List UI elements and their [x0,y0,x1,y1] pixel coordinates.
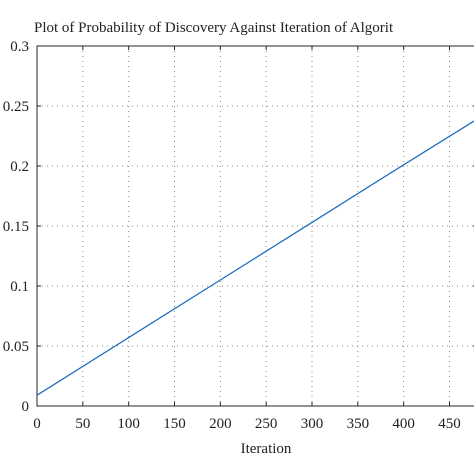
y-tick-label: 0.15 [3,219,29,235]
x-tick-label: 250 [255,416,278,432]
grid-lines [37,46,474,406]
y-tick-label: 0.3 [10,39,29,55]
tick-labels: 0 50 100 150 200 250 300 350 400 450 0 0.05 0.1 0.15 0… [3,39,461,432]
x-tick-label: 400 [392,416,415,432]
y-tick-label: 0.05 [3,339,29,355]
x-tick-label: 300 [301,416,324,432]
series-layer [36,120,474,396]
y-tick-label: 0.2 [10,159,29,175]
x-tick-label: 150 [163,416,186,432]
y-tick-label: 0.1 [10,279,29,295]
y-tick-label: 0.25 [3,99,29,115]
y-tick-label: 0 [22,399,30,415]
x-tick-label: 0 [33,416,41,432]
x-tick-label: 450 [438,416,461,432]
x-tick-label: 100 [117,416,140,432]
x-tick-label: 200 [209,416,232,432]
chart-title: Plot of Probability of Discovery Against… [34,20,394,36]
x-tick-label: 50 [75,416,90,432]
x-axis-label: Iteration [241,441,292,457]
series-line [36,120,474,396]
x-tick-label: 350 [347,416,370,432]
